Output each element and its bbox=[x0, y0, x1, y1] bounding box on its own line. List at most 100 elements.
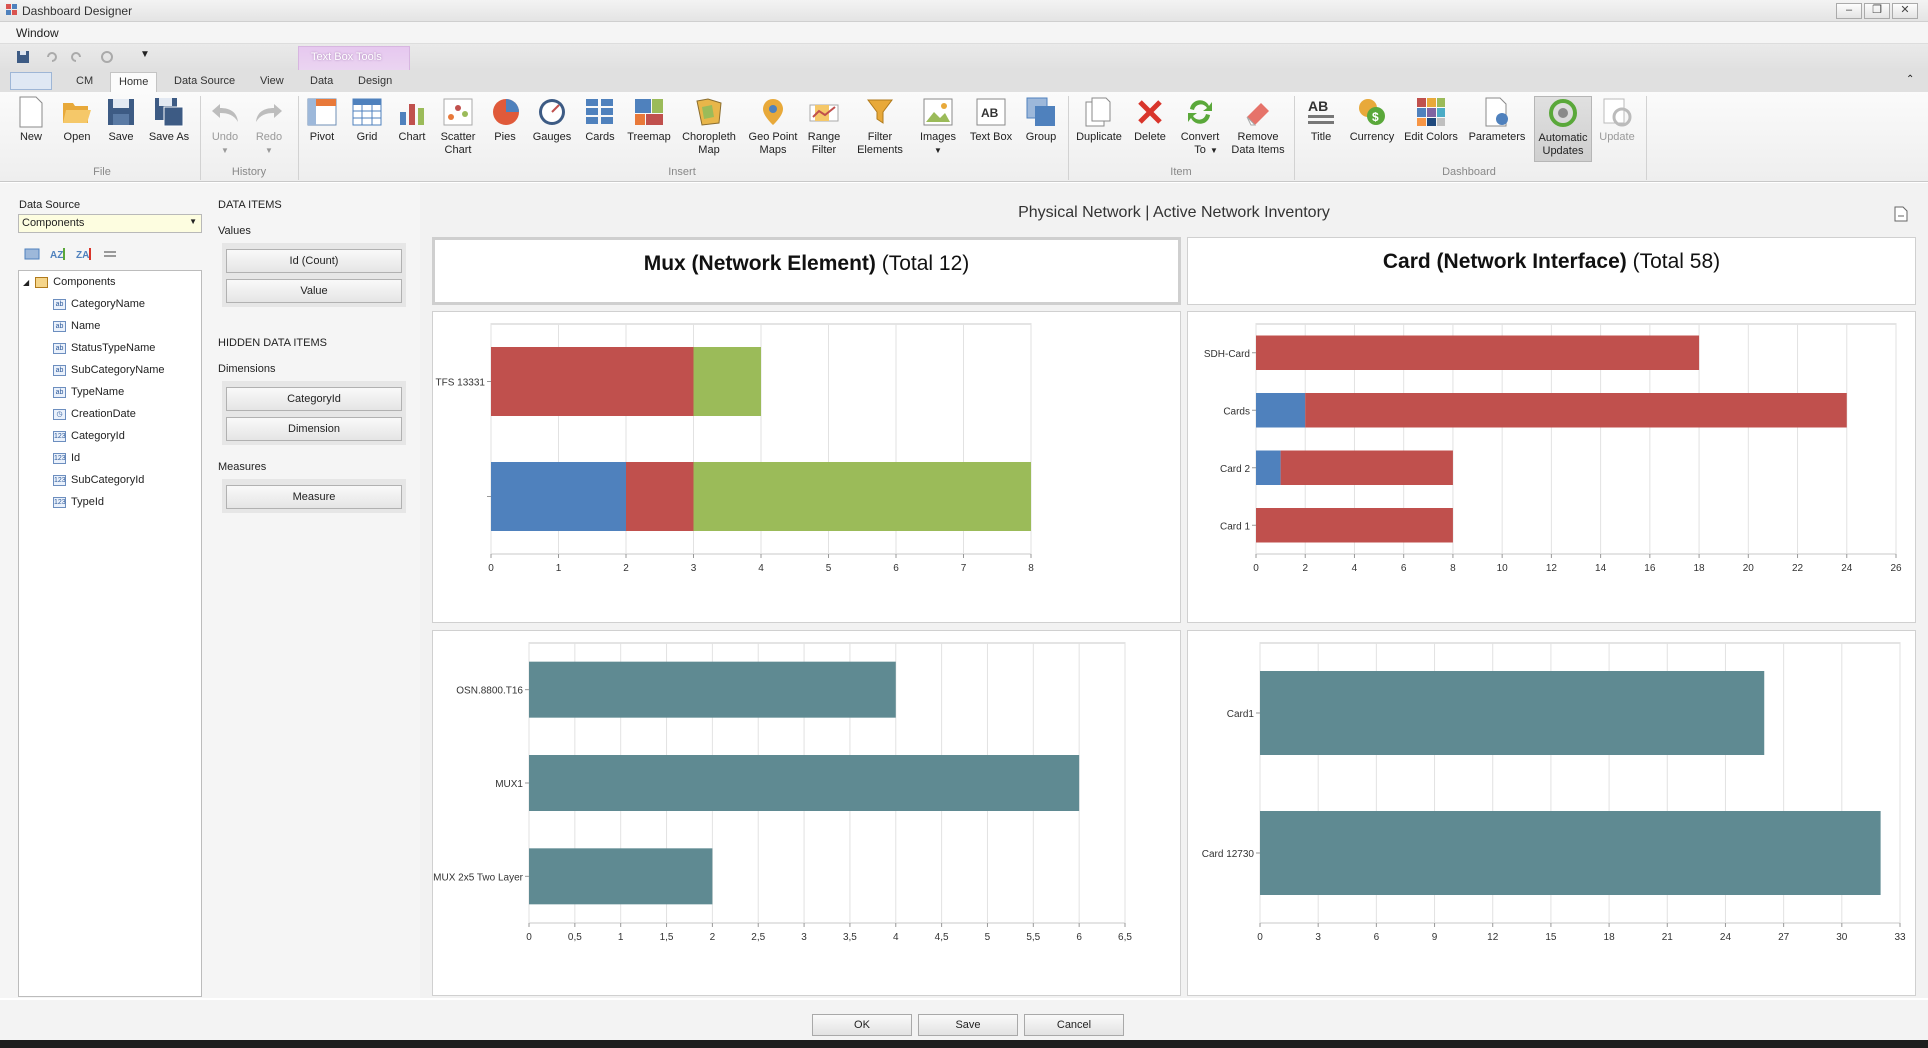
bar-segment[interactable] bbox=[1256, 508, 1453, 543]
x-tick-label: 2 bbox=[1302, 563, 1308, 574]
tab-cm[interactable]: CM bbox=[76, 75, 94, 87]
automatic-updates-button[interactable]: Automatic Updates bbox=[1534, 96, 1592, 162]
dimension-placeholder[interactable]: Dimension bbox=[226, 417, 402, 441]
filter-elements-button[interactable]: Filter Elements bbox=[852, 96, 908, 157]
chart-mux-status: 0 1 2 3 4 5 6 7 8 TFS 13331 bbox=[436, 323, 1034, 574]
bar-segment[interactable] bbox=[1256, 393, 1306, 428]
field-item[interactable]: 123 CategoryId bbox=[53, 430, 125, 442]
ok-button[interactable]: OK bbox=[812, 1014, 912, 1036]
field-item[interactable]: 123 TypeId bbox=[53, 496, 105, 508]
field-item[interactable]: ab StatusTypeName bbox=[53, 339, 155, 357]
tab-data-source[interactable]: Data Source bbox=[174, 75, 236, 87]
cards-button[interactable]: Cards bbox=[582, 96, 618, 144]
pies-button[interactable]: Pies bbox=[490, 96, 520, 144]
remove-data-items-button[interactable]: Remove Data Items bbox=[1230, 96, 1286, 157]
bar-segment[interactable] bbox=[693, 347, 762, 416]
customize-qat-icon[interactable]: ▼ bbox=[140, 49, 150, 60]
gauges-button[interactable]: Gauges bbox=[530, 96, 574, 144]
chart-panel-mux-status[interactable]: 0 1 2 3 4 5 6 7 8 TFS 13331 bbox=[432, 311, 1181, 623]
text-box-button[interactable]: AB Text Box bbox=[966, 96, 1016, 144]
save-icon[interactable] bbox=[16, 50, 30, 64]
chart-button[interactable]: Chart bbox=[394, 96, 430, 144]
convert-to-button[interactable]: Convert To ▼ bbox=[1176, 96, 1224, 157]
treemap-button[interactable]: Treemap bbox=[626, 96, 672, 144]
bar-segment[interactable] bbox=[693, 462, 1032, 531]
bar-segment[interactable] bbox=[529, 755, 1080, 811]
field-item[interactable]: 123 SubCategoryId bbox=[53, 474, 145, 486]
new-button[interactable]: New bbox=[10, 96, 52, 144]
undo-icon[interactable] bbox=[44, 50, 58, 64]
images-button[interactable]: Images ▼ bbox=[916, 96, 960, 157]
value-item-id-count[interactable]: Id (Count) bbox=[226, 249, 402, 273]
tab-view[interactable]: View bbox=[260, 75, 284, 87]
bar-segment[interactable] bbox=[1256, 335, 1700, 371]
export-icon[interactable] bbox=[1894, 206, 1908, 222]
save-button[interactable]: Save bbox=[102, 96, 140, 144]
sort-ascending-icon[interactable]: AZ bbox=[50, 246, 66, 262]
close-button[interactable]: ✕ bbox=[1892, 3, 1918, 19]
bar-segment[interactable] bbox=[626, 462, 694, 531]
menu-window[interactable]: Window bbox=[16, 26, 59, 40]
update-button[interactable]: Update bbox=[1596, 96, 1638, 144]
minimize-button[interactable]: – bbox=[1836, 3, 1862, 19]
geo-point-maps-button[interactable]: Geo Point Maps bbox=[746, 96, 800, 157]
bar-segment[interactable] bbox=[1305, 393, 1847, 428]
save-as-button[interactable]: Save As bbox=[146, 96, 192, 144]
chart-panel-mux-type[interactable]: 0 0,5 1 1,5 2 2,5 3 3,5 4 4,5 5 5,5 6 6,5 OSN.8800.T16… bbox=[432, 630, 1181, 996]
tab-design[interactable]: Design bbox=[358, 75, 393, 87]
field-item[interactable]: ab TypeName bbox=[53, 383, 124, 401]
field-item[interactable]: ab SubCategoryName bbox=[53, 361, 165, 379]
bar-segment[interactable] bbox=[1280, 450, 1453, 486]
sort-descending-icon[interactable]: ZA bbox=[76, 246, 92, 262]
grid-button[interactable]: Grid bbox=[350, 96, 384, 144]
redo-button[interactable]: Redo ▼ bbox=[252, 96, 286, 157]
undo-button[interactable]: Undo ▼ bbox=[208, 96, 242, 157]
redo-icon[interactable] bbox=[70, 50, 84, 64]
x-tick-label: 18 bbox=[1694, 563, 1706, 574]
choropleth-map-button[interactable]: Choropleth Map bbox=[680, 96, 738, 157]
textbox-card-title[interactable]: Card (Network Interface) (Total 58) bbox=[1187, 237, 1916, 305]
chevron-down-icon[interactable]: ▼ bbox=[189, 217, 197, 226]
collapse-ribbon-icon[interactable]: ⌃ bbox=[1906, 74, 1915, 85]
field-item[interactable]: ab Name bbox=[53, 317, 100, 335]
chart-panel-card-type[interactable]: 0 3 6 9 12 15 18 21 24 27 30 33 Card1 Card 12730 bbox=[1187, 630, 1916, 996]
bar-segment[interactable] bbox=[491, 462, 626, 531]
scatter-chart-button[interactable]: Scatter Chart bbox=[438, 96, 478, 157]
title-button[interactable]: AB Title bbox=[1300, 96, 1342, 144]
bar-segment[interactable] bbox=[529, 848, 713, 905]
delete-button[interactable]: Delete bbox=[1132, 96, 1168, 144]
value-placeholder[interactable]: Value bbox=[226, 279, 402, 303]
dimension-item-categoryid[interactable]: CategoryId bbox=[226, 387, 402, 411]
textbox-mux-title[interactable]: Mux (Network Element) (Total 12) bbox=[432, 237, 1181, 305]
tree-root[interactable]: ◢ Components bbox=[23, 276, 116, 288]
restore-button[interactable]: ❐ bbox=[1864, 3, 1890, 19]
bar-segment[interactable] bbox=[1260, 811, 1881, 895]
tab-data[interactable]: Data bbox=[310, 75, 334, 87]
edit-colors-button[interactable]: Edit Colors bbox=[1404, 96, 1458, 144]
collapse-icon[interactable]: ◢ bbox=[23, 277, 30, 287]
currency-button[interactable]: $ Currency bbox=[1346, 96, 1398, 144]
field-item[interactable]: ab CategoryName bbox=[53, 295, 145, 313]
refresh-fields-icon[interactable] bbox=[102, 246, 118, 262]
duplicate-button[interactable]: Duplicate bbox=[1074, 96, 1124, 144]
data-source-combo[interactable]: Components ▼ bbox=[18, 214, 202, 233]
bar-segment[interactable] bbox=[1260, 671, 1765, 755]
refresh-icon[interactable] bbox=[100, 50, 114, 64]
bar-segment[interactable] bbox=[529, 661, 896, 718]
chart-panel-card-status[interactable]: 0 2 4 6 8 10 12 14 16 18 20 22 24 26 SDH-Card Cards Card… bbox=[1187, 311, 1916, 623]
pivot-button[interactable]: Pivot bbox=[304, 96, 340, 144]
group-by-type-icon[interactable] bbox=[24, 246, 40, 262]
range-filter-button[interactable]: Range Filter bbox=[804, 96, 844, 157]
app-menu-button[interactable] bbox=[10, 72, 52, 90]
measure-placeholder[interactable]: Measure bbox=[226, 485, 402, 509]
parameters-button[interactable]: Parameters bbox=[1466, 96, 1528, 144]
group-button[interactable]: Group bbox=[1022, 96, 1060, 144]
bar-segment[interactable] bbox=[491, 347, 694, 416]
bar-segment[interactable] bbox=[1256, 450, 1281, 486]
cancel-button[interactable]: Cancel bbox=[1024, 1014, 1124, 1036]
field-item[interactable]: 123 Id bbox=[53, 452, 81, 464]
field-item[interactable]: ◷ CreationDate bbox=[53, 405, 136, 423]
save-button[interactable]: Save bbox=[918, 1014, 1018, 1036]
open-button[interactable]: Open bbox=[56, 96, 98, 144]
tab-home[interactable]: Home bbox=[110, 72, 158, 92]
